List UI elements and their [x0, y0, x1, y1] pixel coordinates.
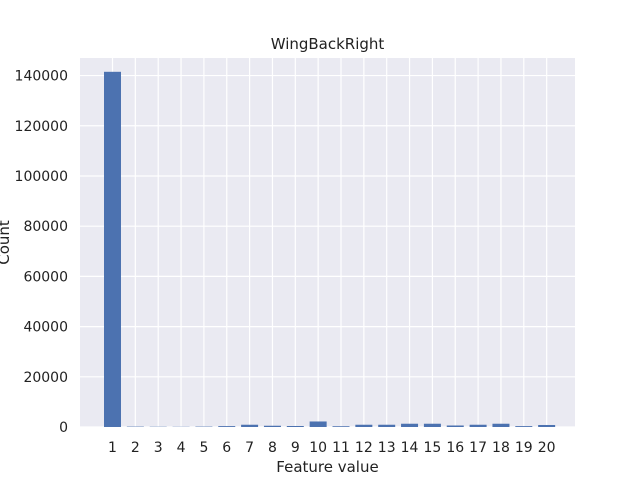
- bar-9: [286, 425, 304, 427]
- bar-1: [104, 71, 121, 427]
- bar-15: [423, 423, 441, 427]
- x-tick-label: 2: [131, 440, 140, 456]
- y-tick-label: 0: [59, 420, 68, 436]
- bar-8: [263, 425, 281, 427]
- bar-16: [446, 425, 464, 427]
- y-tick-label: 80000: [23, 219, 68, 235]
- x-tick-label: 18: [492, 440, 510, 456]
- x-tick-label: 16: [446, 440, 464, 456]
- bar-12: [355, 424, 373, 427]
- bar-18: [492, 423, 510, 427]
- x-tick-label: 4: [177, 440, 186, 456]
- y-tick-label: 60000: [23, 269, 68, 285]
- bars: [104, 71, 556, 427]
- x-axis-label: Feature value: [276, 458, 378, 476]
- y-tick-labels: 0 20000 40000 60000 80000 100000 120000 140000: [15, 69, 68, 436]
- x-tick-label: 14: [401, 440, 419, 456]
- bar-7: [241, 424, 259, 427]
- x-tick-label: 19: [515, 440, 533, 456]
- x-tick-label: 3: [154, 440, 163, 456]
- x-tick-label: 17: [469, 440, 487, 456]
- x-tick-label: 10: [309, 440, 327, 456]
- bar-13: [378, 424, 396, 427]
- y-tick-label: 40000: [23, 320, 68, 336]
- bar-17: [469, 424, 487, 427]
- x-tick-label: 8: [268, 440, 277, 456]
- y-tick-label: 100000: [15, 169, 68, 185]
- x-tick-label: 13: [378, 440, 396, 456]
- x-tick-label: 6: [222, 440, 231, 456]
- y-tick-label: 120000: [15, 119, 68, 135]
- y-tick-label: 20000: [23, 370, 68, 386]
- bar-10: [309, 421, 327, 427]
- plot-area: [80, 58, 575, 427]
- bar-6: [218, 426, 236, 427]
- bar-11: [332, 426, 350, 427]
- bar-20: [538, 424, 556, 427]
- x-tick-label: 20: [538, 440, 556, 456]
- y-axis-label: Count: [0, 220, 13, 265]
- x-tick-label: 15: [423, 440, 441, 456]
- x-tick-label: 7: [245, 440, 254, 456]
- x-tick-label: 11: [332, 440, 350, 456]
- y-tick-label: 140000: [15, 69, 68, 85]
- x-tick-label: 9: [291, 440, 300, 456]
- x-tick-label: 1: [108, 440, 117, 456]
- x-tick-label: 12: [355, 440, 373, 456]
- bar-19: [515, 426, 533, 427]
- bar-14: [401, 423, 419, 427]
- x-tick-labels: 1 2 3 4 5 6 7 8 9 10 11 12 13 14 15 16 17 18 19 20: [108, 440, 556, 456]
- chart-title: WingBackRight: [271, 35, 385, 53]
- x-tick-label: 5: [199, 440, 208, 456]
